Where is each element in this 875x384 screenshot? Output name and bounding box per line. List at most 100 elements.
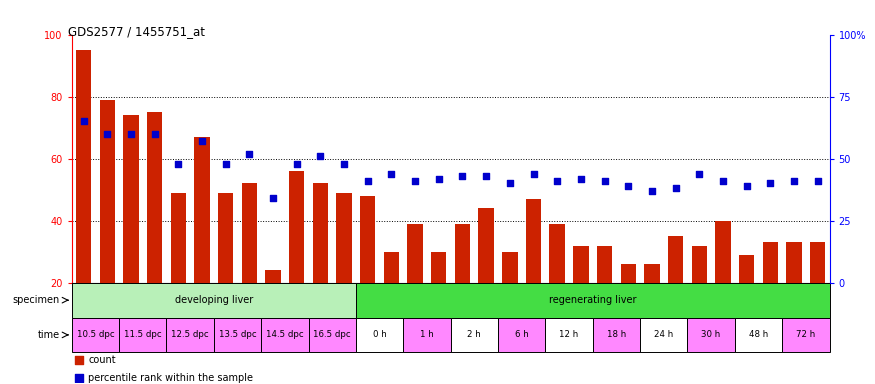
Text: 48 h: 48 h: [749, 330, 768, 339]
Text: 24 h: 24 h: [654, 330, 674, 339]
Bar: [336, 193, 352, 283]
Point: [621, 183, 635, 189]
Point: [172, 161, 186, 167]
Bar: [545, 318, 592, 352]
Text: 30 h: 30 h: [702, 330, 721, 339]
Text: developing liver: developing liver: [175, 295, 253, 305]
Text: 14.5 dpc: 14.5 dpc: [266, 330, 304, 339]
Bar: [403, 318, 451, 352]
Point: [408, 178, 422, 184]
Text: count: count: [88, 355, 116, 365]
Text: percentile rank within the sample: percentile rank within the sample: [88, 372, 254, 382]
Point: [527, 170, 541, 177]
Bar: [738, 255, 754, 283]
Text: 0 h: 0 h: [373, 330, 387, 339]
Bar: [810, 242, 825, 283]
Point: [763, 180, 777, 187]
Point: [195, 138, 209, 144]
Bar: [312, 184, 328, 283]
Bar: [550, 224, 565, 283]
Bar: [289, 171, 304, 283]
Point: [431, 175, 445, 182]
Bar: [218, 193, 234, 283]
Point: [480, 173, 494, 179]
Point: [503, 180, 517, 187]
Text: 18 h: 18 h: [606, 330, 626, 339]
Point: [360, 178, 374, 184]
Bar: [214, 318, 262, 352]
Bar: [688, 318, 735, 352]
Bar: [72, 283, 356, 318]
Bar: [502, 252, 517, 283]
Bar: [384, 252, 399, 283]
Point: [290, 161, 304, 167]
Bar: [640, 318, 688, 352]
Bar: [782, 318, 830, 352]
Point: [645, 188, 659, 194]
Text: GDS2577 / 1455751_at: GDS2577 / 1455751_at: [68, 25, 205, 38]
Bar: [620, 264, 636, 283]
Point: [242, 151, 256, 157]
Point: [384, 170, 398, 177]
Bar: [265, 270, 281, 283]
Text: specimen: specimen: [12, 295, 60, 305]
Point: [574, 175, 588, 182]
Text: 12 h: 12 h: [559, 330, 578, 339]
Text: 6 h: 6 h: [514, 330, 528, 339]
Bar: [356, 318, 403, 352]
Point: [219, 161, 233, 167]
Bar: [498, 318, 545, 352]
Point: [148, 131, 162, 137]
Text: 12.5 dpc: 12.5 dpc: [172, 330, 209, 339]
Bar: [242, 184, 257, 283]
Text: regenerating liver: regenerating liver: [549, 295, 636, 305]
Point: [77, 118, 91, 124]
Bar: [408, 224, 423, 283]
Point: [124, 131, 138, 137]
Point: [668, 185, 682, 192]
Text: 13.5 dpc: 13.5 dpc: [219, 330, 256, 339]
Point: [598, 178, 612, 184]
Point: [787, 178, 801, 184]
Bar: [166, 318, 214, 352]
Bar: [194, 137, 210, 283]
Point: [72, 374, 86, 381]
Bar: [356, 283, 830, 318]
Bar: [431, 252, 446, 283]
Point: [266, 195, 280, 202]
Point: [456, 173, 470, 179]
Bar: [76, 50, 91, 283]
Bar: [691, 245, 707, 283]
Point: [72, 357, 86, 363]
Bar: [123, 115, 138, 283]
Text: 72 h: 72 h: [796, 330, 816, 339]
Bar: [644, 264, 660, 283]
Point: [716, 178, 730, 184]
Bar: [573, 245, 589, 283]
Point: [692, 170, 706, 177]
Bar: [171, 193, 186, 283]
Bar: [100, 100, 115, 283]
Bar: [451, 318, 498, 352]
Bar: [147, 112, 163, 283]
Bar: [360, 196, 375, 283]
Point: [337, 161, 351, 167]
Point: [101, 131, 115, 137]
Bar: [262, 318, 309, 352]
Text: 2 h: 2 h: [467, 330, 481, 339]
Bar: [479, 208, 494, 283]
Point: [550, 178, 564, 184]
Text: 10.5 dpc: 10.5 dpc: [77, 330, 115, 339]
Point: [739, 183, 753, 189]
Text: 16.5 dpc: 16.5 dpc: [313, 330, 351, 339]
Bar: [455, 224, 470, 283]
Bar: [715, 221, 731, 283]
Point: [810, 178, 824, 184]
Bar: [309, 318, 356, 352]
Bar: [763, 242, 778, 283]
Text: 1 h: 1 h: [420, 330, 434, 339]
Bar: [668, 236, 683, 283]
Bar: [597, 245, 612, 283]
Point: [313, 153, 327, 159]
Bar: [592, 318, 640, 352]
